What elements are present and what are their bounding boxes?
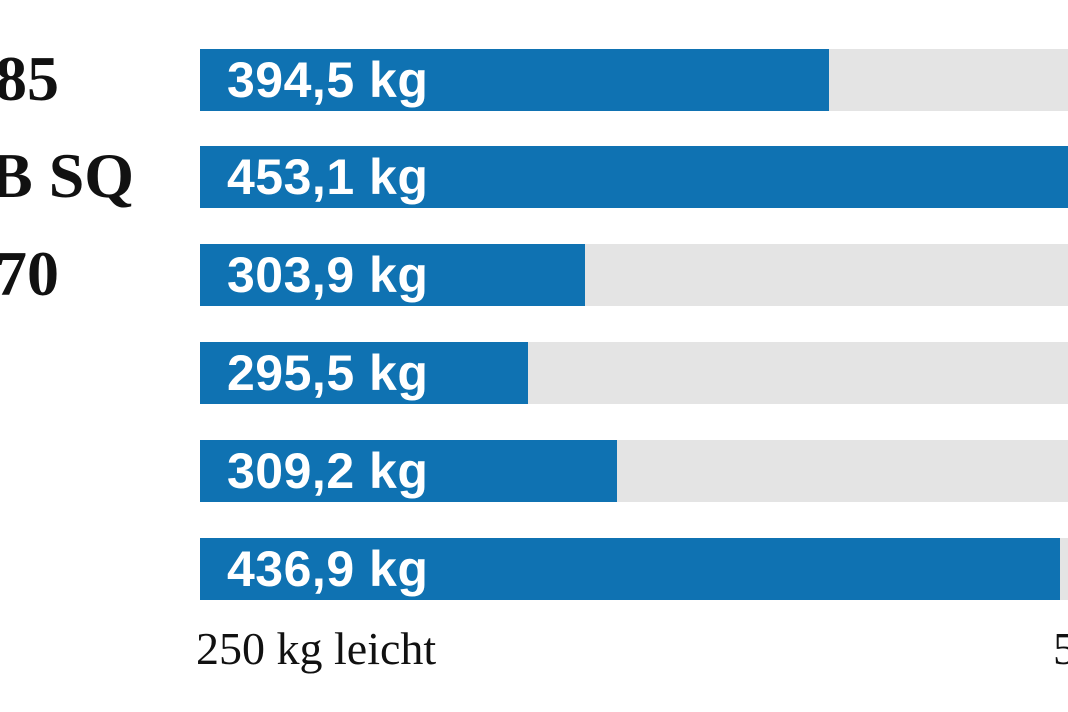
bar-value-label: 295,5 kg	[227, 345, 429, 401]
bar-track: 436,9 kg	[200, 538, 1068, 600]
bar-fill: 394,5 kg	[200, 49, 829, 111]
bar-value-label: 453,1 kg	[227, 149, 429, 205]
category-label: 85	[0, 43, 59, 114]
bar-row: 309,2 kg	[0, 440, 1068, 502]
bar-row: B SQ 453,1 kg	[0, 140, 1068, 211]
bar-track: 295,5 kg	[200, 342, 1068, 404]
category-label: B SQ	[0, 140, 135, 211]
bar-row: 85 394,5 kg	[0, 43, 1068, 114]
bar-track: 303,9 kg	[200, 244, 1068, 306]
bar-track: 453,1 kg	[200, 146, 1068, 208]
x-axis-max-label-partial: 5	[1053, 623, 1068, 674]
bar-value-label: 394,5 kg	[227, 52, 429, 108]
bar-value-label: 309,2 kg	[227, 443, 429, 499]
bar-track: 309,2 kg	[200, 440, 1068, 502]
bar-row: 436,9 kg	[0, 538, 1068, 600]
bar-fill: 453,1 kg	[200, 146, 1068, 208]
x-axis-min-label: 250 kg leicht	[196, 623, 437, 674]
bar-row: 70 303,9 kg	[0, 238, 1068, 309]
bar-row: 295,5 kg	[0, 342, 1068, 404]
bar-fill: 295,5 kg	[200, 342, 528, 404]
bar-fill: 436,9 kg	[200, 538, 1060, 600]
category-label: 70	[0, 238, 59, 309]
bar-track: 394,5 kg	[200, 49, 1068, 111]
bar-value-label: 303,9 kg	[227, 247, 429, 303]
bar-fill: 309,2 kg	[200, 440, 617, 502]
bar-fill: 303,9 kg	[200, 244, 585, 306]
bar-value-label: 436,9 kg	[227, 541, 429, 597]
